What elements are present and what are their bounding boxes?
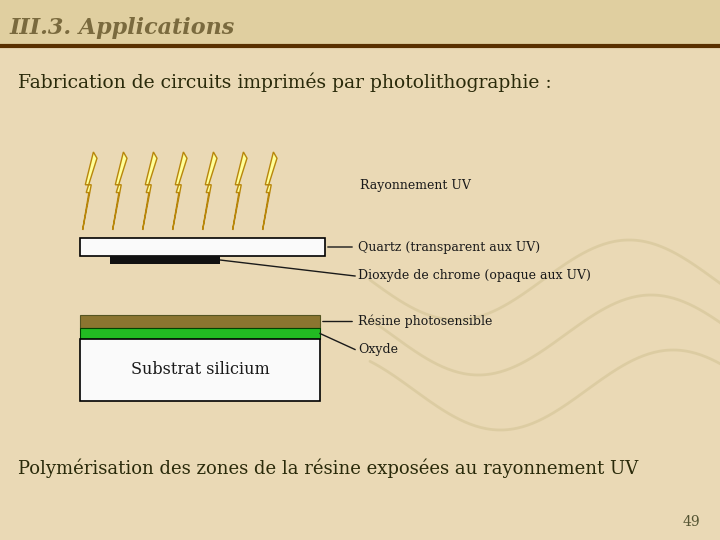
Polygon shape — [83, 152, 97, 230]
Bar — [80, 238, 325, 256]
Text: Quartz (transparent aux UV): Quartz (transparent aux UV) — [358, 240, 540, 253]
Text: Oxyde: Oxyde — [358, 343, 398, 356]
Text: Substrat silicium: Substrat silicium — [130, 361, 269, 379]
Polygon shape — [233, 152, 247, 230]
Text: Dioxyde de chrome (opaque aux UV): Dioxyde de chrome (opaque aux UV) — [358, 269, 591, 282]
Bar — [80, 315, 320, 328]
Bar — [0, 0, 720, 46]
Polygon shape — [173, 152, 187, 230]
Text: Polymérisation des zones de la résine exposées au rayonnement UV: Polymérisation des zones de la résine ex… — [18, 458, 638, 478]
Text: 49: 49 — [683, 515, 700, 529]
Bar — [80, 328, 320, 339]
Text: III.3. Applications: III.3. Applications — [10, 17, 235, 39]
Polygon shape — [202, 152, 217, 230]
Bar — [80, 339, 320, 401]
Polygon shape — [143, 152, 157, 230]
Text: Fabrication de circuits imprimés par photolithographie :: Fabrication de circuits imprimés par pho… — [18, 72, 552, 92]
Text: Résine photosensible: Résine photosensible — [358, 315, 492, 328]
Polygon shape — [263, 152, 277, 230]
Text: Rayonnement UV: Rayonnement UV — [360, 179, 471, 192]
Bar — [110, 256, 220, 264]
Polygon shape — [112, 152, 127, 230]
